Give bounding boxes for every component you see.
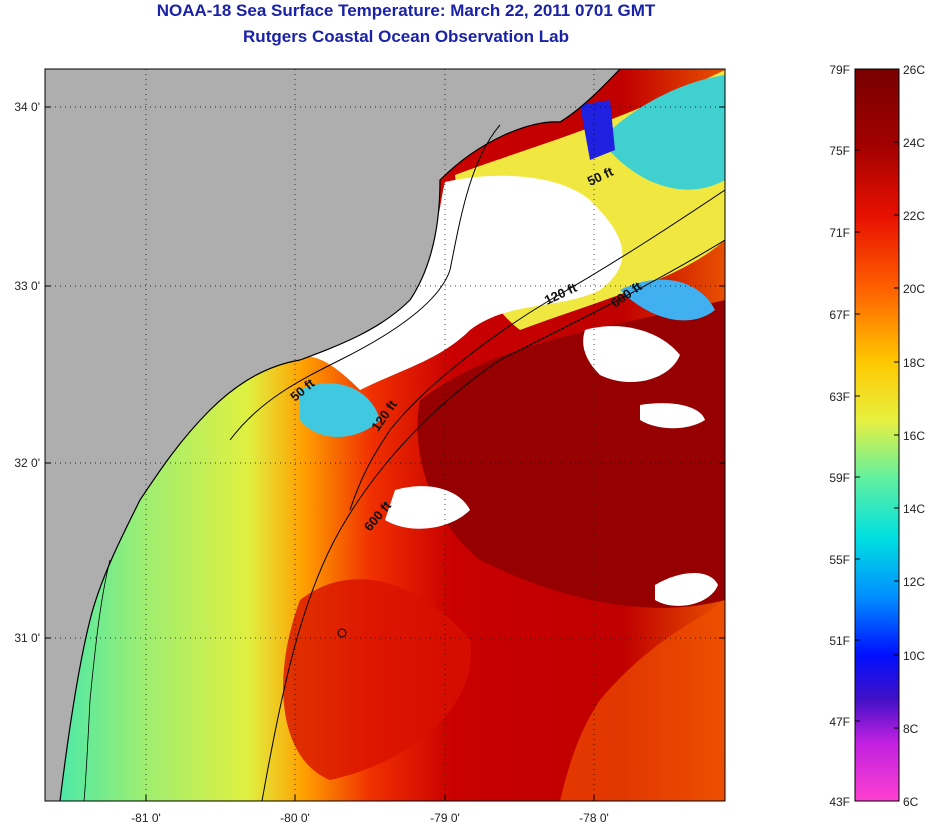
cb-f-55: 55F bbox=[829, 553, 850, 567]
cb-f-67: 67F bbox=[829, 308, 850, 322]
cool-water-north bbox=[600, 75, 725, 190]
chart-title: NOAA-18 Sea Surface Temperature: March 2… bbox=[156, 1, 656, 20]
chart-subtitle: Rutgers Coastal Ocean Observation Lab bbox=[243, 27, 569, 46]
colorbar-ticks bbox=[855, 141, 899, 729]
cb-f-47: 47F bbox=[829, 715, 850, 729]
colorbar-c-labels: 26C 24C 22C 20C 18C 16C 14C 12C 10C 8C 6… bbox=[903, 63, 925, 809]
cloud-east-1 bbox=[583, 326, 680, 383]
lat-axis-labels: 34 0' 33 0' 32 0' 31 0' bbox=[14, 100, 40, 645]
lon-label-80: -80 0' bbox=[280, 811, 310, 825]
land-mass bbox=[45, 69, 620, 801]
marker-circle bbox=[337, 628, 347, 638]
colorbar-f-labels: 79F 75F 71F 67F 63F 59F 55F 51F 47F 43F bbox=[829, 63, 850, 809]
cb-c-20: 20C bbox=[903, 282, 925, 296]
cb-c-24: 24C bbox=[903, 136, 925, 150]
lat-label-31: 31 0' bbox=[14, 631, 40, 645]
cb-c-16: 16C bbox=[903, 429, 925, 443]
map-plot-area bbox=[45, 69, 725, 801]
cb-f-63: 63F bbox=[829, 390, 850, 404]
graticule bbox=[45, 69, 725, 801]
isobath-50ft bbox=[229, 124, 501, 441]
isobath-120ft bbox=[349, 189, 725, 511]
cb-f-43: 43F bbox=[829, 795, 850, 809]
map-border bbox=[44, 68, 726, 802]
isobath-600ft bbox=[261, 239, 725, 801]
cloud-south-2 bbox=[655, 572, 718, 606]
cb-c-22: 22C bbox=[903, 209, 925, 223]
coastline bbox=[59, 69, 621, 801]
lat-label-32: 32 0' bbox=[14, 456, 40, 470]
cb-c-14: 14C bbox=[903, 502, 925, 516]
cb-c-10: 10C bbox=[903, 649, 925, 663]
warm-lobe bbox=[283, 579, 472, 780]
axis-ticks bbox=[45, 106, 725, 801]
cloud-east-2 bbox=[640, 403, 705, 429]
lon-axis-labels: -81 0' -80 0' -79 0' -78 0' bbox=[131, 811, 609, 825]
lat-label-33: 33 0' bbox=[14, 279, 40, 293]
cool-patch-east bbox=[620, 279, 715, 321]
cb-f-71: 71F bbox=[829, 226, 850, 240]
cb-c-12: 12C bbox=[903, 575, 925, 589]
cb-c-18: 18C bbox=[903, 356, 925, 370]
cb-c-26: 26C bbox=[903, 63, 925, 77]
cb-f-79: 79F bbox=[829, 63, 850, 77]
cloud-south-1 bbox=[385, 486, 470, 529]
lat-label-34: 34 0' bbox=[14, 100, 40, 114]
cb-f-51: 51F bbox=[829, 634, 850, 648]
inner-coastline bbox=[83, 559, 111, 801]
orange-edge bbox=[560, 600, 725, 801]
lon-label-81: -81 0' bbox=[131, 811, 161, 825]
cool-patch-mid bbox=[300, 383, 380, 437]
lon-label-79: -79 0' bbox=[430, 811, 460, 825]
cold-patch bbox=[580, 100, 615, 160]
lon-label-78: -78 0' bbox=[579, 811, 609, 825]
cloud-north bbox=[290, 175, 623, 390]
cb-f-75: 75F bbox=[829, 144, 850, 158]
cb-c-8: 8C bbox=[903, 722, 919, 736]
colorbar bbox=[854, 68, 900, 802]
cb-f-59: 59F bbox=[829, 471, 850, 485]
cb-c-6: 6C bbox=[903, 795, 919, 809]
